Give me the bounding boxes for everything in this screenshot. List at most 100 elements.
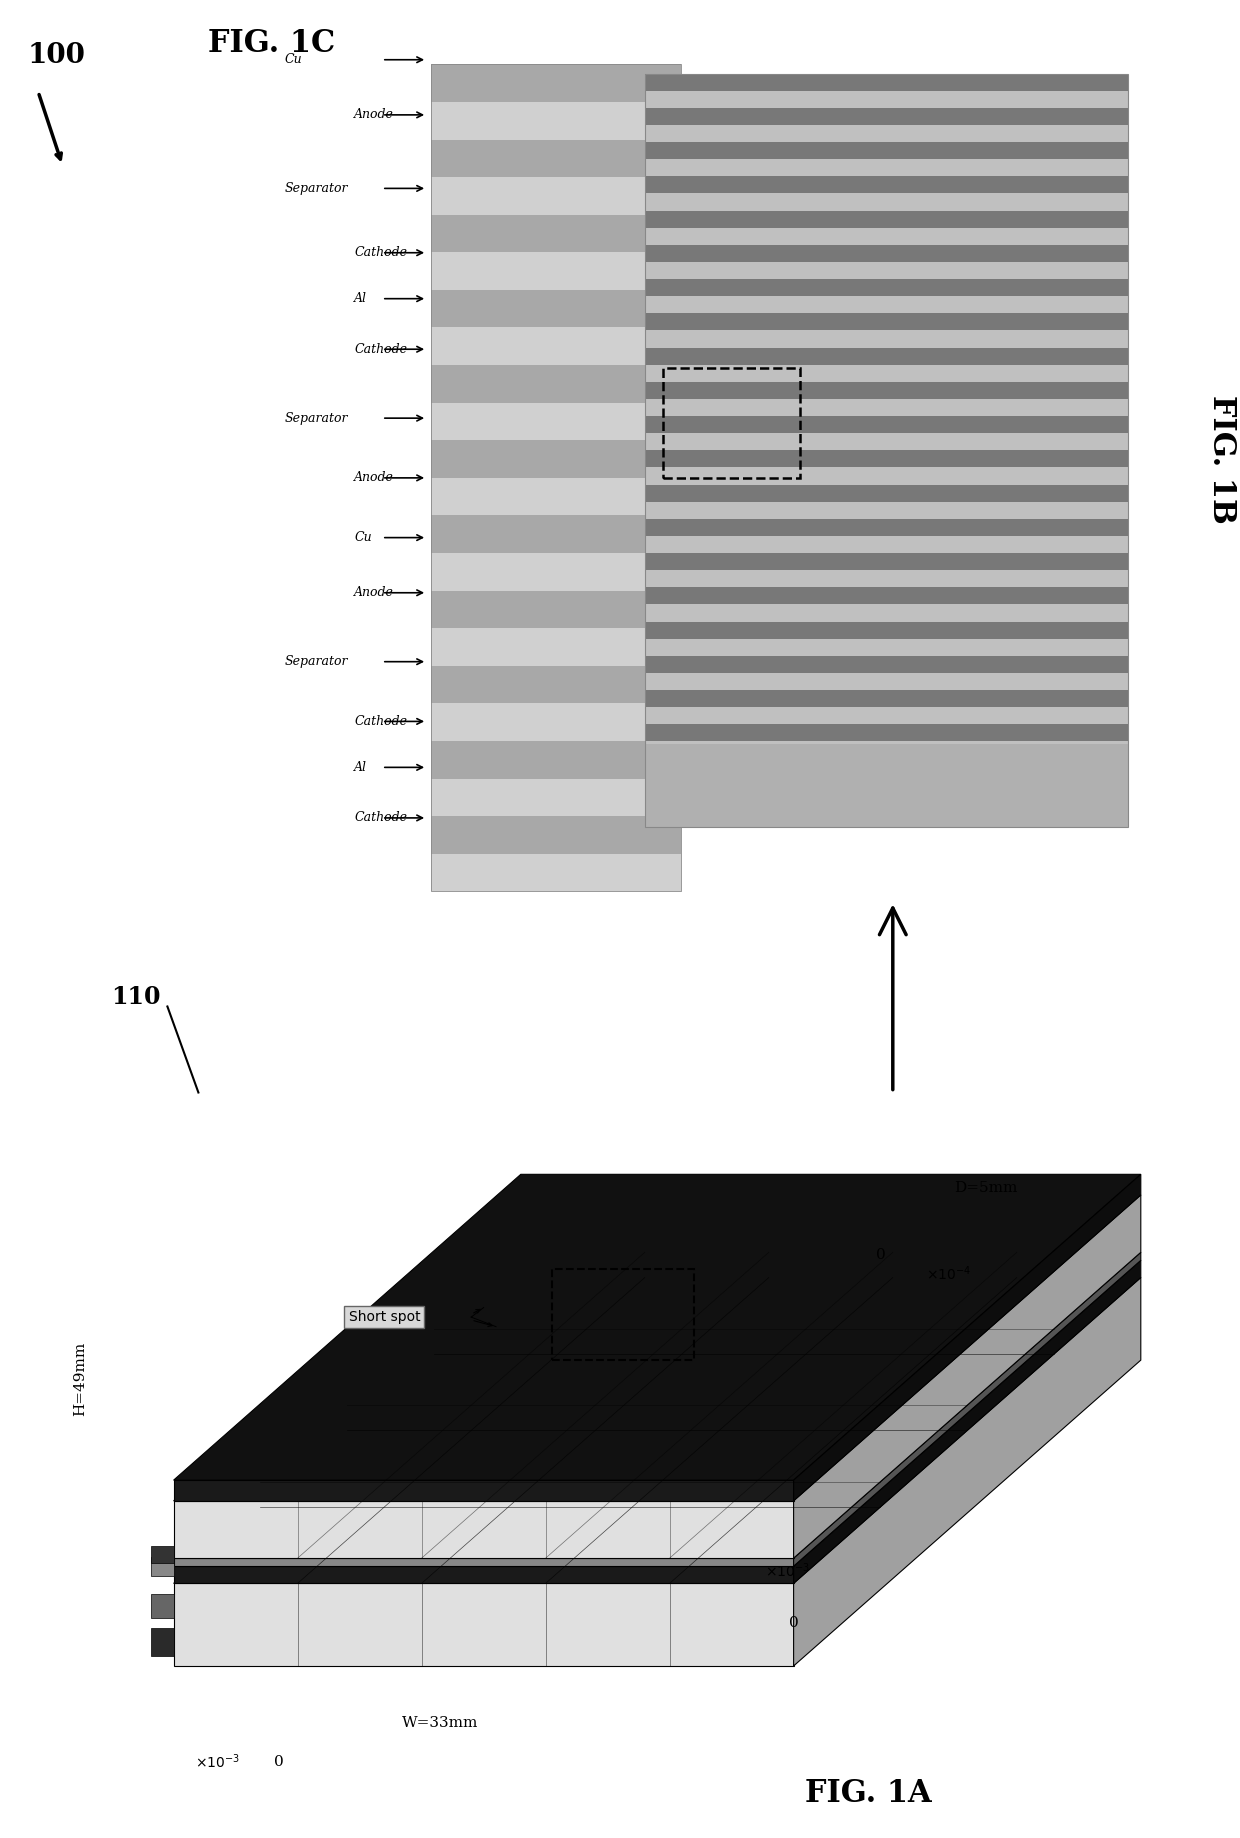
- Bar: [645, 74, 1128, 827]
- Text: 100: 100: [27, 42, 86, 68]
- Bar: [645, 125, 1128, 142]
- Bar: [430, 816, 681, 855]
- Bar: [430, 403, 681, 441]
- Bar: [430, 215, 681, 252]
- Text: Al: Al: [355, 761, 367, 774]
- Bar: [430, 779, 681, 816]
- Bar: [645, 605, 1128, 621]
- Text: Al: Al: [355, 292, 367, 305]
- Text: W=33mm: W=33mm: [402, 1717, 479, 1730]
- Polygon shape: [794, 1277, 1141, 1665]
- Polygon shape: [794, 1195, 1141, 1559]
- Bar: [663, 368, 800, 478]
- Text: FIG. 1A: FIG. 1A: [805, 1779, 931, 1809]
- Text: Separator: Separator: [285, 182, 348, 195]
- Bar: [430, 64, 681, 101]
- Bar: [645, 176, 1128, 193]
- Polygon shape: [794, 1174, 1141, 1502]
- Bar: [430, 741, 681, 779]
- Bar: [430, 629, 681, 665]
- Bar: [645, 399, 1128, 415]
- Bar: [645, 160, 1128, 176]
- Text: Cathode: Cathode: [355, 715, 407, 728]
- Bar: [430, 366, 681, 403]
- Bar: [645, 434, 1128, 450]
- Bar: [645, 518, 1128, 537]
- Text: Separator: Separator: [285, 654, 348, 669]
- Bar: [645, 415, 1128, 434]
- Bar: [645, 90, 1128, 108]
- Bar: [645, 656, 1128, 673]
- Bar: [645, 792, 1128, 811]
- Bar: [430, 590, 681, 629]
- Bar: [430, 176, 681, 215]
- Bar: [552, 1270, 694, 1360]
- Text: 0: 0: [274, 1755, 284, 1768]
- Text: $\times10^{-4}$: $\times10^{-4}$: [926, 1265, 971, 1283]
- Bar: [645, 331, 1128, 347]
- Text: Anode: Anode: [355, 471, 394, 485]
- Bar: [645, 211, 1128, 228]
- Text: Cathode: Cathode: [355, 246, 407, 259]
- Bar: [151, 1557, 174, 1575]
- Bar: [645, 708, 1128, 724]
- Polygon shape: [174, 1559, 794, 1566]
- Bar: [645, 279, 1128, 296]
- Bar: [645, 228, 1128, 244]
- Bar: [430, 478, 681, 515]
- Text: 0: 0: [789, 1616, 799, 1630]
- Polygon shape: [174, 1583, 794, 1665]
- Polygon shape: [174, 1261, 1141, 1566]
- Text: Anode: Anode: [355, 586, 394, 599]
- Polygon shape: [794, 1252, 1141, 1566]
- Bar: [645, 364, 1128, 382]
- Bar: [645, 621, 1128, 638]
- Bar: [645, 244, 1128, 261]
- Text: Anode: Anode: [355, 108, 394, 121]
- Bar: [645, 450, 1128, 467]
- Bar: [430, 665, 681, 704]
- Bar: [645, 588, 1128, 605]
- Bar: [645, 537, 1128, 553]
- Bar: [645, 347, 1128, 364]
- Bar: [645, 467, 1128, 485]
- Bar: [430, 252, 681, 290]
- Polygon shape: [174, 1277, 1141, 1583]
- Bar: [430, 290, 681, 327]
- Polygon shape: [174, 1566, 794, 1583]
- Bar: [645, 759, 1128, 776]
- Bar: [645, 108, 1128, 125]
- Text: Separator: Separator: [285, 412, 348, 425]
- Text: D=5mm: D=5mm: [954, 1182, 1018, 1195]
- Text: Cathode: Cathode: [355, 811, 407, 825]
- Polygon shape: [174, 1174, 1141, 1480]
- Bar: [430, 101, 681, 140]
- Bar: [645, 502, 1128, 518]
- Polygon shape: [174, 1502, 794, 1559]
- Bar: [645, 638, 1128, 656]
- Bar: [645, 741, 1128, 759]
- Bar: [430, 64, 681, 891]
- Bar: [430, 855, 681, 891]
- Bar: [151, 1594, 174, 1617]
- Bar: [645, 312, 1128, 331]
- Bar: [151, 1546, 174, 1562]
- Bar: [430, 327, 681, 366]
- Bar: [645, 296, 1128, 312]
- Text: $\times10^{-3}$: $\times10^{-3}$: [195, 1752, 239, 1770]
- Text: 0: 0: [875, 1248, 885, 1263]
- Bar: [430, 704, 681, 741]
- Polygon shape: [794, 1261, 1141, 1583]
- Bar: [645, 689, 1128, 708]
- Bar: [430, 441, 681, 478]
- Text: $\times10^{-3}$: $\times10^{-3}$: [765, 1560, 810, 1579]
- Text: H=49mm: H=49mm: [73, 1342, 88, 1417]
- Bar: [430, 515, 681, 553]
- Text: FIG. 1B: FIG. 1B: [1205, 395, 1238, 524]
- Polygon shape: [174, 1195, 1141, 1502]
- Bar: [645, 776, 1128, 792]
- Bar: [645, 553, 1128, 570]
- Bar: [645, 142, 1128, 160]
- Text: Cu: Cu: [285, 53, 303, 66]
- Bar: [645, 485, 1128, 502]
